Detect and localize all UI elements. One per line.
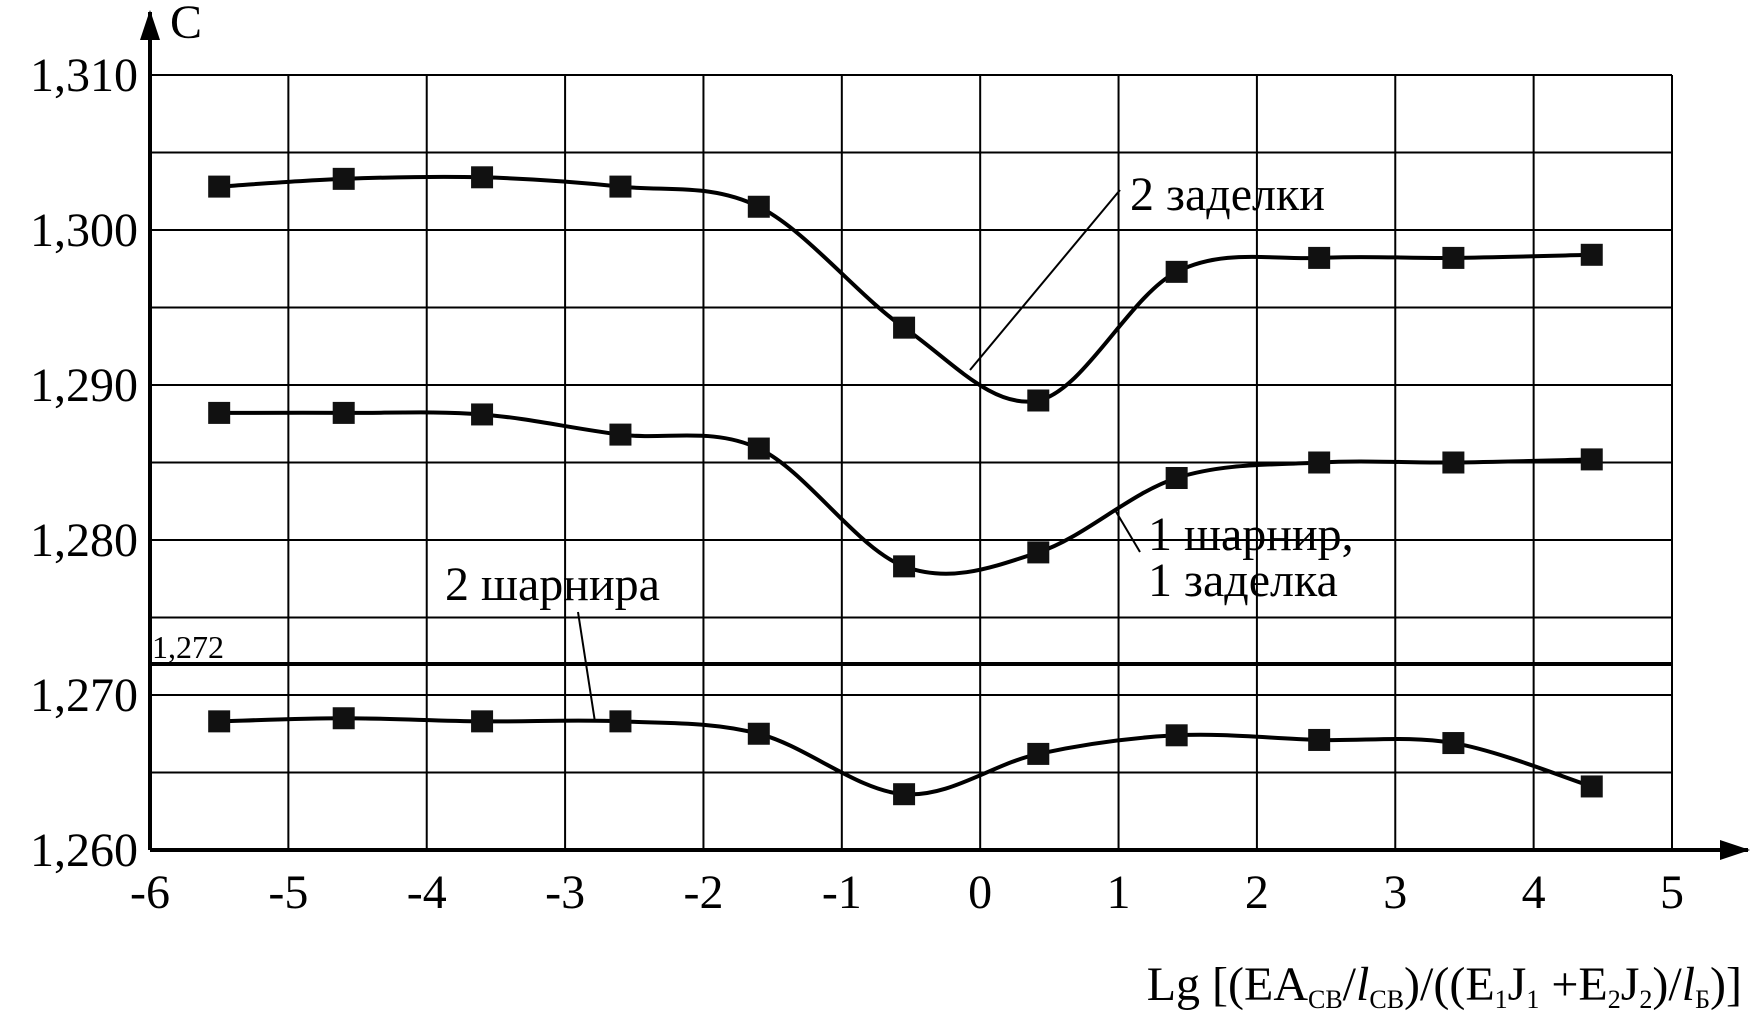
- data-point: [893, 783, 916, 806]
- x-tick-label: -6: [130, 866, 170, 919]
- data-point: [1165, 467, 1188, 489]
- leader-line-2-zadelki: [969, 189, 1121, 371]
- x-tick-label: 4: [1522, 866, 1546, 919]
- data-point: [1308, 246, 1331, 269]
- data-point: [609, 710, 632, 733]
- data-point: [747, 722, 770, 745]
- label-2-sharnira: 2 шарнира: [445, 558, 660, 611]
- data-point: [1308, 728, 1331, 751]
- label-1-sharnir-line2: 1 заделка: [1148, 554, 1338, 607]
- data-point: [332, 707, 355, 730]
- data-point: [1165, 724, 1188, 747]
- data-point: [747, 195, 770, 218]
- series-line-2: [219, 716, 1593, 797]
- data-point: [747, 437, 770, 460]
- x-tick-label: -1: [822, 866, 862, 919]
- grid: [150, 74, 1673, 850]
- data-point: [609, 423, 632, 446]
- data-point: [1442, 732, 1465, 755]
- y-axis-title: C: [170, 0, 202, 49]
- x-tick-label: 3: [1383, 866, 1407, 919]
- x-tick-label: 2: [1245, 866, 1269, 919]
- x-tick-label: -5: [268, 866, 308, 919]
- data-point: [1027, 541, 1050, 564]
- data-point: [1308, 451, 1331, 474]
- data-point: [1580, 448, 1603, 471]
- y-tick-label: 1,300: [30, 204, 138, 257]
- x-axis-title: Lg [(EAСВ/lСВ)/((E1J1 +E2J2)/lБ)]: [1147, 958, 1742, 1012]
- data-point: [208, 401, 231, 424]
- data-point: [208, 175, 231, 198]
- data-point: [1580, 243, 1603, 266]
- reference-line-label: 1,272: [152, 629, 224, 665]
- x-tick-label: -3: [545, 866, 585, 919]
- y-tick-label: 1,310: [30, 49, 138, 102]
- data-point: [1442, 246, 1465, 269]
- data-point: [1442, 451, 1465, 474]
- y-tick-label: 1,280: [30, 514, 138, 567]
- x-tick-label: 0: [968, 866, 992, 919]
- label-2-zadelki: 2 заделки: [1130, 168, 1325, 221]
- x-tick-labels: -6 -5 -4 -3 -2 -1 0 1 2 3 4 5: [130, 866, 1684, 919]
- leader-line-1-sharnir: [1114, 509, 1141, 553]
- series-group: [208, 166, 1603, 806]
- x-tick-label: 1: [1107, 866, 1131, 919]
- data-point: [471, 403, 494, 426]
- series-line-1: [219, 410, 1592, 576]
- y-tick-label: 1,290: [30, 359, 138, 412]
- data-point: [332, 401, 355, 424]
- data-point: [471, 710, 494, 733]
- data-point: [471, 166, 494, 189]
- data-point: [1027, 742, 1050, 765]
- y-tick-label: 1,270: [30, 669, 138, 722]
- y-tick-label: 1,260: [30, 824, 138, 877]
- data-point: [332, 167, 355, 190]
- x-tick-label: 5: [1660, 866, 1684, 919]
- data-point: [1027, 389, 1050, 412]
- x-tick-label: -4: [407, 866, 447, 919]
- data-point: [1580, 775, 1603, 798]
- label-1-sharnir-line1: 1 шарнир,: [1148, 508, 1354, 561]
- data-point: [208, 710, 231, 733]
- data-point: [1165, 260, 1188, 283]
- data-point: [609, 175, 632, 198]
- x-tick-label: -2: [683, 866, 723, 919]
- series-line-0: [219, 174, 1592, 404]
- data-point: [893, 555, 916, 578]
- y-tick-labels: 1,260 1,270 1,280 1,290 1,300 1,310: [30, 49, 138, 877]
- leader-line-2-sharnira: [577, 611, 596, 723]
- data-point: [893, 316, 916, 339]
- reference-line-group: 1,272: [150, 629, 1672, 666]
